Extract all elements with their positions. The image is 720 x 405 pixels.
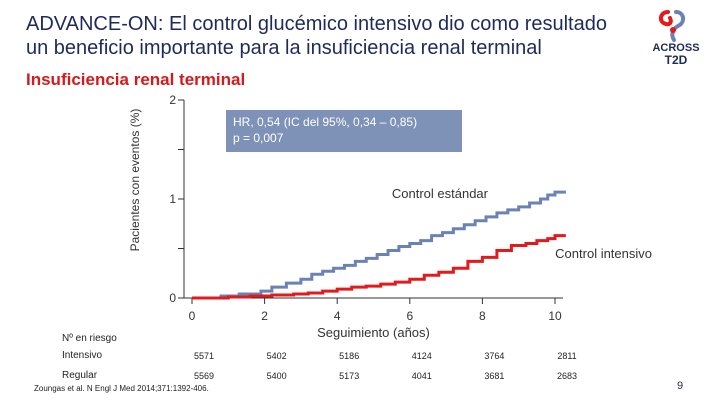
p-value-text: p = 0,007 — [233, 131, 284, 145]
risk-cell: 4124 — [411, 351, 432, 361]
reference: Zoungas et al. N Engl J Med 2014;371:139… — [34, 384, 209, 393]
y-axis-label: Pacientes con eventos (%) — [128, 108, 142, 252]
x-tick-label: 4 — [334, 309, 341, 323]
logo-mark-icon — [659, 10, 685, 42]
risk-cell: 2683 — [556, 371, 578, 381]
slide-title: ADVANCE-ON: El control glucémico intensi… — [26, 13, 607, 59]
x-tick-label: 2 — [261, 309, 268, 323]
logo-text-across: ACROSS — [652, 42, 700, 54]
risk-cell: 5400 — [266, 371, 287, 381]
y-tick-label: 0 — [169, 291, 176, 305]
risk-cell: 2811 — [557, 351, 577, 361]
label-control-estandar: Control estándar — [392, 186, 489, 201]
chart-labels: 0 1 2 0 2 4 6 8 10 Seguimiento (años) Control está… — [169, 93, 652, 340]
label-control-intensivo: Control intensivo — [555, 246, 652, 261]
series-line-intensive — [192, 234, 566, 300]
hazard-ratio-box: HR, 0,54 (IC del 95%, 0,34 – 0,85) p = 0… — [226, 110, 462, 152]
x-axis-label: Seguimiento (años) — [317, 325, 430, 340]
x-tick-label: 0 — [189, 309, 196, 323]
chart-series — [192, 190, 566, 300]
logo-text: ACROSS T2D — [648, 42, 704, 66]
risk-cell: 5571 — [193, 351, 215, 361]
series-line-standard — [192, 190, 566, 300]
y-tick-label: 1 — [169, 192, 176, 206]
y-tick-label: 2 — [169, 93, 176, 107]
risk-row-label: Intensivo — [62, 350, 103, 361]
hazard-ratio-text: HR, 0,54 (IC del 95%, 0,34 – 0,85) — [233, 115, 418, 129]
page-number: 9 — [677, 380, 684, 392]
risk-cell: 4041 — [411, 371, 432, 381]
risk-cell: 5173 — [339, 371, 360, 381]
risk-cell: 5569 — [193, 371, 215, 381]
x-tick-label: 6 — [406, 309, 413, 323]
logo-text-t2d: T2D — [664, 53, 688, 67]
risk-cell: 3764 — [484, 351, 505, 361]
across-t2d-logo — [640, 8, 710, 68]
risk-row-label: Regular — [62, 370, 98, 381]
chart-subtitle: Insuficiencia renal terminal — [26, 70, 246, 89]
risk-cell: 5402 — [266, 351, 287, 361]
risk-cell: 3681 — [484, 371, 505, 381]
x-tick-label: 8 — [479, 309, 486, 323]
risk-table-title: Nº en riesgo — [62, 333, 117, 344]
risk-cell: 5186 — [339, 351, 360, 361]
x-tick-label: 10 — [548, 309, 562, 323]
